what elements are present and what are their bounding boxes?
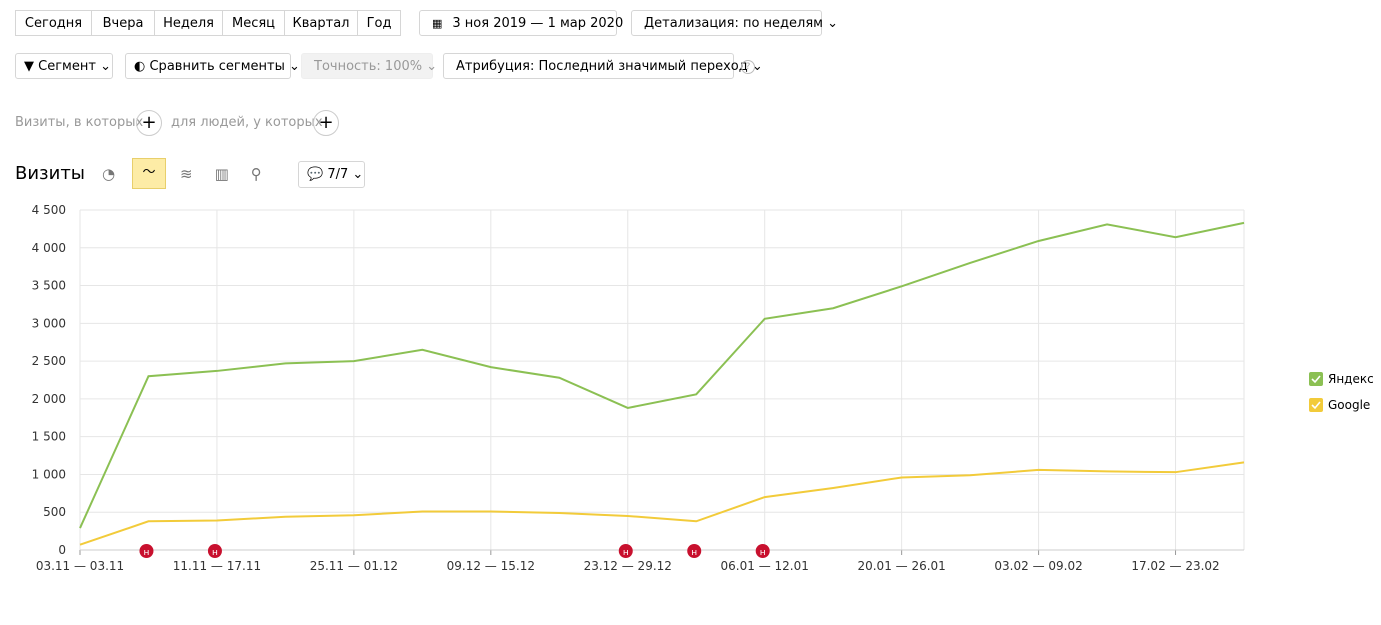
legend-item[interactable]: Google: [1309, 398, 1370, 412]
y-tick-label: 3 000: [32, 316, 66, 330]
attribution-text: Атрибуция: Последний значимый переход: [456, 58, 748, 74]
report-title: Визиты: [15, 163, 86, 184]
notes-text: 7/7: [327, 167, 349, 182]
annotation-marker: [618, 544, 633, 558]
y-tick-label: 4 000: [32, 241, 66, 255]
detail-text: Детализация: по неделям: [644, 15, 823, 31]
period-button[interactable]: Квартал: [284, 10, 358, 36]
legend-check: [1311, 401, 1321, 410]
series-line: [79, 461, 1245, 546]
compare-text: Сравнить сегменты: [149, 58, 285, 74]
x-tick-label: 25.11 — 01.12: [310, 559, 398, 573]
x-tick-label: 09.12 — 15.12: [447, 559, 535, 573]
date-text: 3 ноя 2019 — 1 мар 2020: [452, 15, 624, 31]
accuracy-button: Точность: 100% ⌄: [301, 53, 437, 79]
add-people-filter[interactable]: +: [313, 110, 339, 136]
y-tick-label: 4 500: [32, 203, 66, 217]
detail-button[interactable]: Детализация: по неделям ⌄: [631, 10, 838, 36]
add-visit-filter[interactable]: +: [136, 110, 162, 136]
chart-type-icons[interactable]: ◔: [102, 165, 116, 183]
y-tick-label: 0: [58, 543, 66, 557]
legend-checkbox: [1309, 372, 1323, 386]
annotation-label: н: [760, 548, 766, 558]
legend-checkbox: [1309, 398, 1323, 412]
x-tick-label: 11.11 — 17.11: [173, 559, 261, 573]
legend-label: Яндекс: [1328, 372, 1374, 386]
x-tick-label: 23.12 — 29.12: [584, 559, 672, 573]
annotation-marker: [755, 544, 770, 558]
legend-check: [1311, 375, 1321, 384]
date-button[interactable]: ▦ 3 ноя 2019 — 1 мар 2020: [419, 10, 623, 36]
attribution-button[interactable]: Атрибуция: Последний значимый переход ⌄: [443, 53, 763, 79]
annotation-marker: [207, 544, 222, 558]
annotation-label: н: [691, 548, 697, 558]
annotation-label: н: [144, 548, 150, 558]
legend-label: Google: [1328, 398, 1370, 412]
annotation-label: н: [623, 548, 629, 558]
legend-item[interactable]: Яндекс: [1309, 372, 1374, 386]
y-tick-label: 1 500: [32, 430, 66, 444]
accuracy-text: Точность: 100%: [314, 58, 423, 74]
period-button[interactable]: Месяц: [222, 10, 285, 36]
annotation-marker: [687, 544, 702, 558]
x-tick-label: 20.01 — 26.01: [857, 559, 945, 573]
y-tick-label: 2 500: [32, 354, 66, 368]
notes-button[interactable]: 💬 7/7 ⌄: [298, 161, 365, 188]
period-button[interactable]: Неделя: [154, 10, 223, 36]
x-tick-label: 06.01 — 12.01: [721, 559, 809, 573]
y-tick-label: 3 500: [32, 279, 66, 293]
compare-button[interactable]: ◐ Сравнить сегменты ⌄: [125, 53, 300, 79]
x-tick-label: 03.11 — 03.11: [36, 559, 124, 573]
period-button[interactable]: Вчера: [91, 10, 155, 36]
segment-text: Сегмент: [38, 58, 96, 74]
segment-button[interactable]: ▼ Сегмент ⌄: [15, 53, 113, 79]
annotation-marker: [139, 544, 154, 558]
y-tick-label: 500: [43, 505, 66, 519]
period-button[interactable]: Сегодня: [15, 10, 92, 36]
x-tick-label: 03.02 — 09.02: [994, 559, 1082, 573]
line-chart-icon[interactable]: 〜: [132, 158, 166, 189]
annotation-label: н: [212, 548, 218, 558]
visits-filter-label: Визиты, в которых: [15, 115, 144, 130]
y-tick-label: 1 000: [32, 467, 66, 481]
chart-type-icons-2[interactable]: ≋▥⚲: [180, 165, 284, 183]
help-icon[interactable]: ?: [741, 60, 755, 74]
y-tick-label: 2 000: [32, 392, 66, 406]
period-button[interactable]: Год: [357, 10, 401, 36]
series-line: [79, 221, 1245, 529]
x-tick-label: 17.02 — 23.02: [1131, 559, 1219, 573]
people-filter-label: для людей, у которых: [171, 115, 323, 130]
